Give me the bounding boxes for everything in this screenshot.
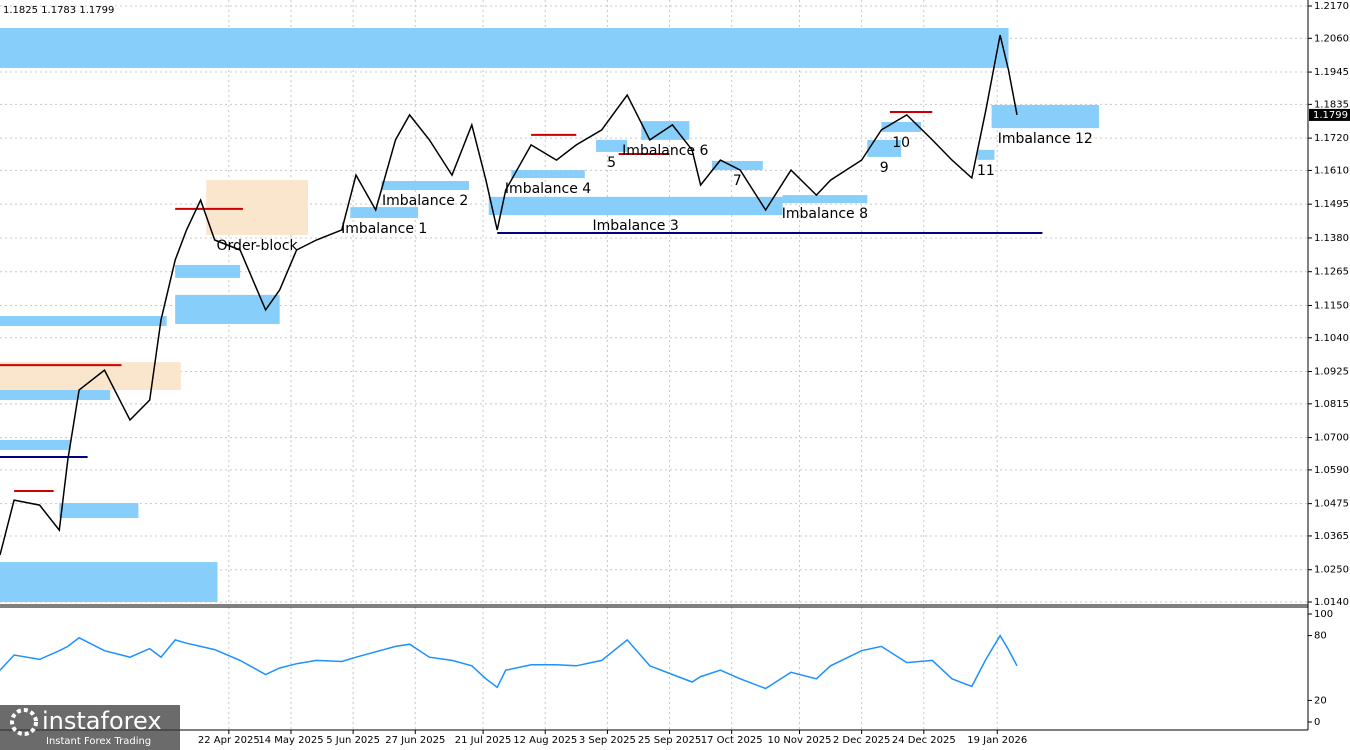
zone — [991, 104, 1099, 129]
x-tick-label: 5 Jun 2025 — [326, 735, 380, 746]
y-tick-label: 20 — [1314, 695, 1327, 706]
x-tick-label: 22 Apr 2025 — [198, 735, 260, 746]
y-tick-label: 1.0365 — [1314, 531, 1349, 542]
zone-label: Imbalance 4 — [505, 181, 591, 197]
watermark: instaforex Instant Forex Trading — [0, 705, 180, 750]
y-tick-label: 1.0140 — [1314, 597, 1349, 608]
y-tick-label: 100 — [1314, 609, 1333, 620]
zone — [782, 195, 868, 204]
y-tick-label: 1.2170 — [1314, 1, 1349, 12]
axes — [0, 0, 1309, 731]
zone — [0, 28, 1009, 68]
y-tick-label: 1.0475 — [1314, 499, 1349, 510]
price-tag-label: 1.1799 — [1313, 110, 1348, 121]
y-tick-label: 1.1265 — [1314, 267, 1349, 278]
zone — [175, 264, 241, 278]
zone-label: Imbalance 1 — [341, 221, 427, 237]
x-tick-label: 14 May 2025 — [258, 735, 323, 746]
x-tick-label: 12 Aug 2025 — [513, 735, 577, 746]
zone — [0, 362, 181, 391]
zone-label: Imbalance 3 — [593, 218, 679, 234]
zone — [206, 180, 308, 236]
x-tick-label: 24 Dec 2025 — [892, 735, 956, 746]
x-tick-label: 2 Dec 2025 — [833, 735, 891, 746]
zone — [0, 387, 111, 401]
logo-box — [0, 705, 180, 750]
zone — [175, 294, 280, 324]
x-tick-label: 17 Oct 2025 — [701, 735, 763, 746]
y-tick-label: 1.1040 — [1314, 333, 1349, 344]
y-tick-label: 1.1380 — [1314, 233, 1349, 244]
x-tick-label: 27 Jun 2025 — [385, 735, 445, 746]
logo-tagline: Instant Forex Trading — [46, 736, 151, 747]
zone-label: Order-block — [217, 238, 299, 254]
x-tick-label: 19 Jan 2026 — [967, 735, 1027, 746]
logo-icon — [10, 708, 38, 736]
zone — [511, 170, 585, 179]
y-tick-label: 1.1945 — [1314, 67, 1349, 78]
zone — [881, 121, 921, 132]
y-tick-label: 1.1835 — [1314, 99, 1349, 110]
y-tick-label: 1.1495 — [1314, 199, 1349, 210]
zone — [0, 439, 71, 450]
zone-label: 11 — [977, 163, 995, 179]
y-tick-label: 1.1610 — [1314, 165, 1349, 176]
zone-label: Imbalance 8 — [782, 206, 868, 222]
y-tick-label: 1.0815 — [1314, 399, 1349, 410]
y-tick-label: 1.0925 — [1314, 367, 1349, 378]
zone-label: Imbalance 6 — [622, 143, 708, 159]
y-tick-label: 1.0700 — [1314, 433, 1349, 444]
series-line — [0, 634, 1018, 690]
zone — [0, 562, 218, 602]
price-tag — [1309, 108, 1350, 121]
x-tick-label: 10 Nov 2025 — [767, 735, 831, 746]
price-panel: Imbalance 12 Imbalance 1 Imbalance 2 Imbala… — [0, 0, 1308, 605]
zone-label: 7 — [733, 173, 742, 189]
y-tick-label: 1.2060 — [1314, 33, 1349, 44]
x-tick-label: 25 Sep 2025 — [638, 735, 701, 746]
logo-name: instaforex — [42, 707, 162, 735]
zone — [488, 196, 783, 216]
x-tick-label: 3 Sep 2025 — [579, 735, 636, 746]
zone-label: 9 — [880, 160, 889, 176]
zone-label: Imbalance 2 — [382, 193, 468, 209]
y-tick-label: 0 — [1314, 717, 1320, 728]
zone — [59, 503, 139, 519]
series-line — [0, 34, 1018, 556]
y-tick-label: 1.0590 — [1314, 465, 1349, 476]
ohlc-header: 1.1825 1.1783 1.1799 — [3, 5, 114, 16]
zone — [711, 161, 763, 171]
zone-label: 5 — [607, 155, 616, 171]
y-tick-label: 1.1150 — [1314, 300, 1349, 311]
x-tick-label: 21 Jul 2025 — [455, 735, 512, 746]
zone — [0, 316, 167, 327]
zone-label: 10 — [892, 135, 910, 151]
y-tick-label: 80 — [1314, 631, 1327, 642]
zone — [977, 149, 995, 160]
zone — [867, 139, 902, 157]
oscillator-panel — [0, 607, 1018, 730]
zone — [350, 207, 419, 218]
zone-label: Imbalance 12 — [998, 131, 1093, 147]
y-tick-label: 1.1720 — [1314, 133, 1349, 144]
zone — [381, 180, 469, 191]
zone — [596, 139, 628, 152]
y-tick-label: 1.0250 — [1314, 565, 1349, 576]
